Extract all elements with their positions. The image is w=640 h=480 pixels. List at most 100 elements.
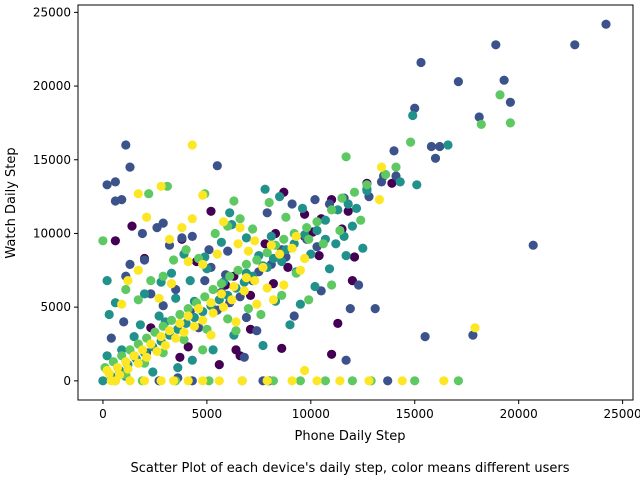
- data-point: [133, 189, 143, 199]
- data-point: [233, 239, 243, 249]
- data-point: [349, 187, 360, 197]
- data-point: [146, 276, 156, 286]
- data-point: [198, 190, 208, 200]
- data-point: [148, 367, 158, 377]
- data-point: [152, 346, 162, 356]
- data-point: [499, 75, 509, 85]
- data-point: [345, 304, 355, 314]
- data-point: [341, 251, 351, 261]
- data-point: [474, 112, 484, 122]
- data-point: [110, 376, 120, 386]
- data-point: [505, 118, 515, 128]
- data-point: [453, 376, 463, 386]
- data-point: [300, 365, 310, 376]
- data-point: [133, 295, 143, 305]
- data-point: [181, 245, 191, 255]
- y-tick-label: 25000: [33, 5, 71, 19]
- y-tick-label: 0: [63, 374, 71, 388]
- data-point: [408, 110, 418, 121]
- y-tick-label: 5000: [40, 300, 71, 314]
- data-point: [275, 192, 285, 202]
- x-tick-label: 10000: [292, 407, 330, 421]
- data-point: [387, 178, 397, 188]
- data-point: [231, 326, 241, 336]
- data-point: [137, 345, 147, 355]
- data-point: [179, 327, 189, 337]
- data-point: [260, 184, 270, 194]
- data-point: [104, 309, 114, 320]
- data-point: [304, 234, 314, 244]
- data-point: [266, 240, 276, 250]
- data-point: [106, 333, 116, 343]
- data-point: [98, 236, 108, 246]
- data-point: [117, 299, 127, 309]
- data-point: [166, 315, 177, 325]
- data-point: [229, 281, 239, 292]
- data-point: [430, 153, 441, 163]
- data-point: [347, 376, 357, 386]
- data-point: [300, 253, 310, 264]
- data-point: [171, 293, 181, 303]
- data-point: [412, 180, 422, 190]
- plot-frame: [77, 4, 634, 401]
- data-point: [349, 252, 360, 262]
- data-point: [318, 239, 328, 249]
- data-point: [154, 311, 164, 321]
- data-point: [125, 376, 135, 386]
- data-point: [304, 295, 314, 305]
- data-point: [223, 314, 233, 324]
- data-point: [443, 140, 453, 150]
- data-point: [262, 248, 272, 258]
- data-point: [225, 271, 235, 281]
- data-point: [289, 311, 299, 321]
- data-point: [277, 343, 287, 353]
- data-point: [395, 177, 405, 187]
- data-point: [397, 376, 407, 386]
- data-point: [312, 376, 322, 386]
- data-point: [252, 299, 262, 309]
- data-point: [154, 293, 164, 303]
- data-point: [171, 333, 181, 343]
- data-point: [121, 140, 131, 150]
- data-point: [127, 221, 137, 231]
- data-point: [262, 283, 272, 293]
- data-point: [426, 141, 436, 152]
- data-point: [123, 364, 133, 374]
- data-point: [137, 228, 147, 239]
- data-point: [125, 259, 135, 269]
- data-point: [223, 246, 233, 256]
- data-point: [135, 320, 145, 330]
- data-point: [175, 309, 185, 320]
- data-point: [183, 376, 193, 386]
- data-point: [256, 309, 266, 320]
- data-point: [335, 225, 345, 236]
- data-point: [302, 223, 312, 233]
- points-layer: [98, 19, 611, 386]
- data-point: [212, 249, 222, 259]
- x-tick-label: 0: [99, 407, 107, 421]
- data-point: [283, 262, 293, 272]
- data-point: [204, 376, 214, 386]
- data-point: [144, 189, 154, 199]
- data-point: [410, 103, 420, 113]
- data-point: [491, 40, 501, 50]
- data-point: [495, 90, 505, 100]
- data-point: [277, 290, 287, 300]
- data-point: [198, 345, 208, 355]
- data-point: [187, 214, 197, 224]
- data-point: [158, 271, 168, 281]
- data-point: [166, 279, 177, 289]
- data-point: [528, 240, 538, 250]
- data-point: [347, 221, 357, 231]
- data-point: [285, 320, 295, 330]
- data-point: [216, 237, 226, 247]
- data-point: [468, 330, 478, 340]
- data-point: [218, 302, 229, 312]
- data-point: [250, 276, 260, 286]
- data-point: [370, 304, 380, 314]
- data-point: [173, 363, 183, 373]
- data-point: [310, 195, 320, 205]
- data-point: [248, 224, 258, 234]
- data-point: [229, 196, 239, 206]
